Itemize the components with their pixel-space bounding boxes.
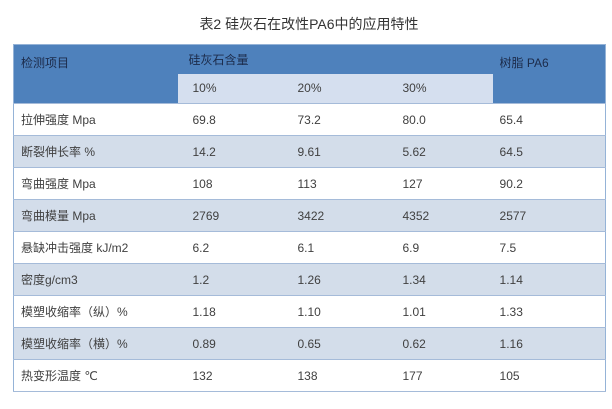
table-body: 拉伸强度 Mpa 69.8 73.2 80.0 65.4 断裂伸长率 % 14.… — [13, 103, 606, 392]
value-cell: 138 — [282, 359, 388, 392]
value-cell: 1.26 — [282, 263, 388, 296]
value-cell: 1.14 — [492, 263, 606, 296]
subheader-cell-30pct: 30% — [387, 73, 493, 104]
value-cell: 0.89 — [177, 327, 283, 360]
value-cell: 2577 — [492, 199, 606, 232]
table-row: 断裂伸长率 % 14.2 9.61 5.62 64.5 — [13, 135, 606, 168]
value-cell: 9.61 — [282, 135, 388, 168]
row-label: 弯曲强度 Mpa — [13, 167, 178, 200]
header-cell-resin-pa6: 树脂 PA6 — [492, 44, 606, 104]
table-row: 密度g/cm3 1.2 1.26 1.34 1.14 — [13, 263, 606, 296]
table-header: 检测项目 硅灰石含量 树脂 PA6 10% 20% 30% — [13, 44, 606, 104]
row-label: 悬缺冲击强度 kJ/m2 — [13, 231, 178, 264]
table-row: 拉伸强度 Mpa 69.8 73.2 80.0 65.4 — [13, 103, 606, 136]
row-label: 模塑收缩率（横）% — [13, 327, 178, 360]
value-cell: 1.01 — [387, 295, 493, 328]
value-cell: 1.10 — [282, 295, 388, 328]
value-cell: 7.5 — [492, 231, 606, 264]
value-cell: 113 — [282, 167, 388, 200]
table-caption: 表2 硅灰石在改性PA6中的应用特性 — [199, 16, 419, 32]
value-cell: 6.1 — [282, 231, 388, 264]
header-row: 检测项目 硅灰石含量 树脂 PA6 — [13, 44, 606, 104]
value-cell: 64.5 — [492, 135, 606, 168]
value-cell: 1.18 — [177, 295, 283, 328]
value-cell: 108 — [177, 167, 283, 200]
value-cell: 132 — [177, 359, 283, 392]
value-cell: 4352 — [387, 199, 493, 232]
subheader-row: 10% 20% 30% — [14, 73, 606, 104]
value-cell: 0.65 — [282, 327, 388, 360]
subheader-cell-20pct: 20% — [282, 73, 388, 104]
value-cell: 0.62 — [387, 327, 493, 360]
value-cell: 177 — [387, 359, 493, 392]
value-cell: 5.62 — [387, 135, 493, 168]
value-cell: 1.34 — [387, 263, 493, 296]
value-cell: 127 — [387, 167, 493, 200]
header-cell-wollastonite-content: 硅灰石含量 — [177, 44, 493, 74]
table-row: 弯曲强度 Mpa 108 113 127 90.2 — [13, 167, 606, 200]
value-cell: 1.16 — [492, 327, 606, 360]
value-cell: 73.2 — [282, 103, 388, 136]
table-row: 弯曲模量 Mpa 2769 3422 4352 2577 — [13, 199, 606, 232]
value-cell: 1.33 — [492, 295, 606, 328]
table-row: 模塑收缩率（纵）% 1.18 1.10 1.01 1.33 — [13, 295, 606, 328]
table-row: 模塑收缩率（横）% 0.89 0.65 0.62 1.16 — [13, 327, 606, 360]
value-cell: 1.2 — [177, 263, 283, 296]
row-label: 拉伸强度 Mpa — [13, 103, 178, 136]
header-cell-item: 检测项目 — [13, 44, 178, 104]
row-label: 热变形温度 ℃ — [13, 359, 178, 392]
value-cell: 3422 — [282, 199, 388, 232]
value-cell: 65.4 — [492, 103, 606, 136]
properties-table: 检测项目 硅灰石含量 树脂 PA6 10% 20% 30% 拉伸强度 Mpa 6… — [13, 44, 607, 392]
value-cell: 6.9 — [387, 231, 493, 264]
row-label: 弯曲模量 Mpa — [13, 199, 178, 232]
value-cell: 90.2 — [492, 167, 606, 200]
value-cell: 80.0 — [387, 103, 493, 136]
table-row: 热变形温度 ℃ 132 138 177 105 — [13, 359, 606, 392]
value-cell: 6.2 — [177, 231, 283, 264]
value-cell: 14.2 — [177, 135, 283, 168]
table-row: 悬缺冲击强度 kJ/m2 6.2 6.1 6.9 7.5 — [13, 231, 606, 264]
subheader-cell-10pct: 10% — [177, 73, 283, 104]
row-label: 断裂伸长率 % — [13, 135, 178, 168]
row-label: 模塑收缩率（纵）% — [13, 295, 178, 328]
value-cell: 69.8 — [177, 103, 283, 136]
value-cell: 105 — [492, 359, 606, 392]
row-label: 密度g/cm3 — [13, 263, 178, 296]
value-cell: 2769 — [177, 199, 283, 232]
